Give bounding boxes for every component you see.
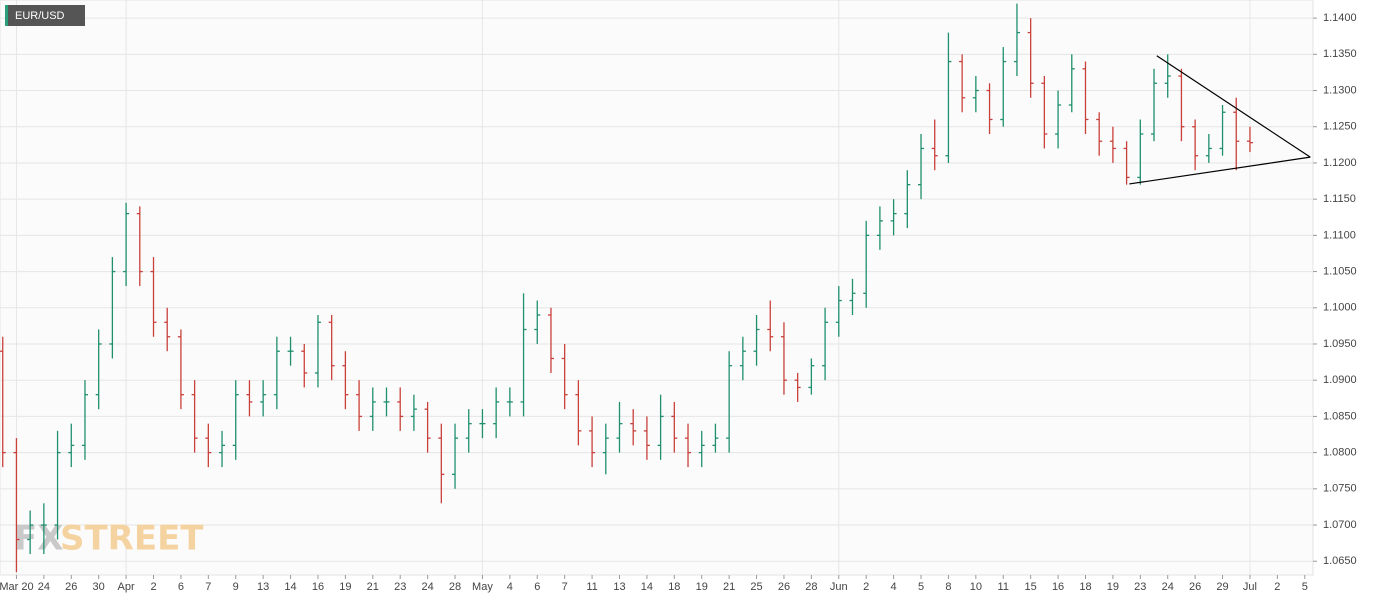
- watermark-street: STREET: [60, 519, 204, 559]
- y-tick-label: 1.0950: [1323, 338, 1357, 350]
- y-tick-label: 1.0850: [1323, 410, 1357, 422]
- x-tick-label: Jun: [830, 581, 848, 593]
- x-tick-label: 2: [1274, 581, 1280, 593]
- y-tick-label: 1.1150: [1323, 193, 1356, 205]
- title-accent: [5, 5, 8, 26]
- x-tick-label: 26: [778, 581, 790, 593]
- x-tick-label: Jul: [1243, 581, 1257, 593]
- trendline: [1129, 156, 1311, 185]
- x-tick-label: 28: [449, 581, 461, 593]
- x-tick-label: 18: [668, 581, 680, 593]
- y-tick-label: 1.1200: [1323, 157, 1357, 169]
- x-tick-label: 26: [1189, 581, 1201, 593]
- y-tick-label: 1.0700: [1323, 519, 1357, 531]
- x-tick-label: 4: [507, 581, 513, 593]
- x-tick-label: 24: [38, 581, 50, 593]
- x-tick-label: 13: [257, 581, 269, 593]
- x-tick-label: 2: [863, 581, 869, 593]
- x-tick-label: Mar 20: [0, 581, 34, 593]
- y-tick-label: 1.1350: [1323, 48, 1357, 60]
- x-tick-label: 16: [1052, 581, 1064, 593]
- x-tick-label: 19: [339, 581, 351, 593]
- chart-title: EUR/USD: [15, 10, 65, 22]
- y-tick-label: 1.1300: [1323, 84, 1357, 96]
- x-tick-label: 28: [805, 581, 817, 593]
- x-tick-label: 5: [918, 581, 924, 593]
- plot-area: [0, 0, 1314, 576]
- x-tick-label: 6: [534, 581, 540, 593]
- x-tick-label: 9: [233, 581, 239, 593]
- x-tick-label: 19: [696, 581, 708, 593]
- x-tick-label: 14: [284, 581, 296, 593]
- x-tick-label: 8: [945, 581, 951, 593]
- y-tick-label: 1.1100: [1323, 229, 1356, 241]
- trendline: [1156, 55, 1311, 158]
- x-tick-label: 23: [1134, 581, 1146, 593]
- x-tick-label: 2: [150, 581, 156, 593]
- x-tick-label: 18: [1079, 581, 1091, 593]
- x-tick-label: 13: [613, 581, 625, 593]
- x-tick-label: 4: [891, 581, 897, 593]
- x-tick-label: 7: [562, 581, 568, 593]
- x-tick-label: May: [472, 581, 493, 593]
- title-box: [5, 5, 85, 26]
- y-tick-label: 1.0750: [1323, 483, 1357, 495]
- x-tick-label: 5: [1302, 581, 1308, 593]
- x-tick-label: 21: [367, 581, 379, 593]
- x-tick-label: 11: [998, 581, 1009, 593]
- x-tick-label: 24: [1162, 581, 1174, 593]
- x-tick-label: 23: [394, 581, 406, 593]
- y-tick-label: 1.1050: [1323, 265, 1357, 277]
- x-tick-label: Apr: [118, 581, 135, 593]
- x-tick-label: 11: [586, 581, 597, 593]
- x-tick-label: 24: [421, 581, 433, 593]
- x-tick-label: 15: [1025, 581, 1037, 593]
- x-tick-label: 16: [312, 581, 324, 593]
- x-tick-label: 21: [723, 581, 735, 593]
- x-tick-label: 19: [1107, 581, 1119, 593]
- x-tick-label: 10: [970, 581, 982, 593]
- y-tick-label: 1.0650: [1323, 555, 1357, 567]
- y-tick-label: 1.1400: [1323, 12, 1357, 24]
- x-tick-label: 25: [750, 581, 762, 593]
- y-tick-label: 1.1250: [1323, 121, 1357, 133]
- x-tick-label: 26: [65, 581, 77, 593]
- x-tick-label: 29: [1216, 581, 1228, 593]
- x-tick-label: 30: [93, 581, 105, 593]
- x-tick-label: 14: [641, 581, 653, 593]
- y-tick-label: 1.1000: [1323, 302, 1357, 314]
- x-tick-label: 7: [205, 581, 211, 593]
- y-tick-label: 1.0900: [1323, 374, 1357, 386]
- y-tick-label: 1.0800: [1323, 447, 1357, 459]
- x-tick-label: 6: [178, 581, 184, 593]
